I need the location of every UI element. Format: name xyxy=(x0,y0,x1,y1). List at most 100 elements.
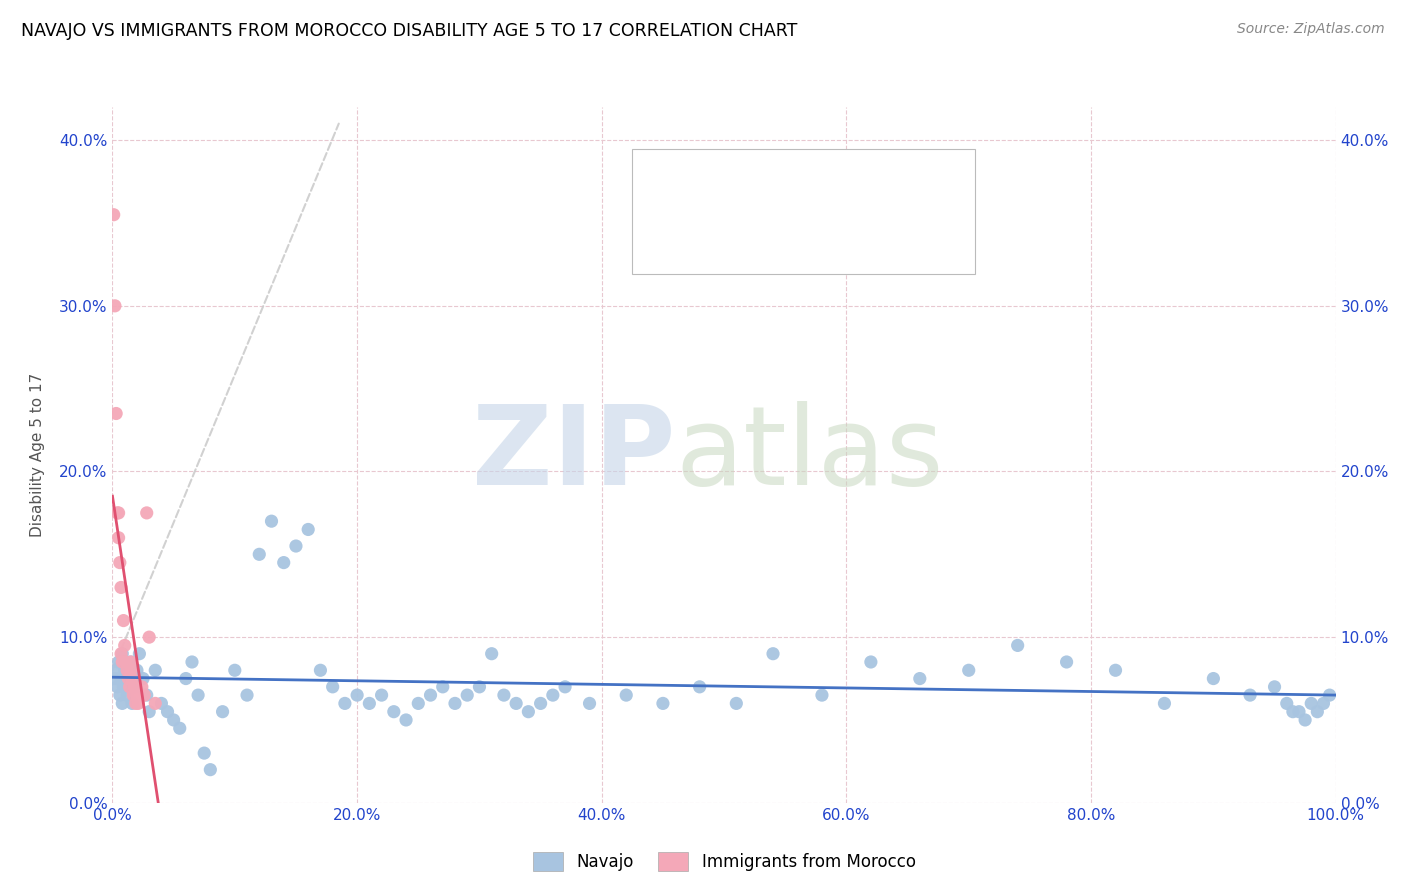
Point xyxy=(260,514,283,528)
Point xyxy=(200,763,222,777)
Point xyxy=(105,680,128,694)
Point xyxy=(103,208,125,222)
Point xyxy=(456,688,478,702)
Point xyxy=(859,655,882,669)
Legend: Navajo, Immigrants from Morocco: Navajo, Immigrants from Morocco xyxy=(526,846,922,878)
Point xyxy=(1275,697,1298,711)
Point xyxy=(135,506,157,520)
Point xyxy=(115,688,138,702)
Point xyxy=(143,697,166,711)
Point xyxy=(1294,713,1316,727)
Point xyxy=(120,655,142,669)
Point xyxy=(247,547,270,561)
Point xyxy=(811,688,834,702)
Point xyxy=(1202,672,1225,686)
Point xyxy=(236,688,259,702)
Text: 0.324: 0.324 xyxy=(765,233,817,251)
Text: Source: ZipAtlas.com: Source: ZipAtlas.com xyxy=(1237,22,1385,37)
Point xyxy=(105,506,128,520)
Text: NAVAJO VS IMMIGRANTS FROM MOROCCO DISABILITY AGE 5 TO 17 CORRELATION CHART: NAVAJO VS IMMIGRANTS FROM MOROCCO DISABI… xyxy=(21,22,797,40)
Point xyxy=(125,697,148,711)
Point xyxy=(121,672,143,686)
Point xyxy=(174,672,197,686)
Point xyxy=(163,713,186,727)
Point xyxy=(309,663,332,677)
Point xyxy=(1282,705,1305,719)
Point xyxy=(346,688,368,702)
Point xyxy=(111,647,134,661)
Point xyxy=(135,688,157,702)
Point xyxy=(111,697,134,711)
FancyBboxPatch shape xyxy=(551,145,794,241)
Point xyxy=(725,697,748,711)
Text: N =: N = xyxy=(856,183,893,201)
Point xyxy=(110,581,132,595)
Point xyxy=(408,697,430,711)
Point xyxy=(481,647,503,661)
Point xyxy=(322,680,344,694)
Point xyxy=(104,299,127,313)
Point xyxy=(138,630,160,644)
Point xyxy=(297,523,319,537)
Point xyxy=(193,746,215,760)
Point xyxy=(187,688,209,702)
Point xyxy=(1007,639,1029,653)
Point xyxy=(1288,705,1310,719)
Point xyxy=(284,539,308,553)
Point xyxy=(118,680,141,694)
Point xyxy=(138,705,160,719)
Point xyxy=(1306,705,1329,719)
Text: ZIP: ZIP xyxy=(472,401,675,508)
Point xyxy=(120,655,142,669)
Point xyxy=(382,705,405,719)
FancyBboxPatch shape xyxy=(551,195,794,291)
Point xyxy=(107,655,129,669)
Point xyxy=(115,655,138,669)
Point xyxy=(115,663,138,677)
Point xyxy=(107,531,129,545)
Point xyxy=(132,672,155,686)
Point xyxy=(529,697,551,711)
Point xyxy=(104,672,127,686)
Point xyxy=(127,697,149,711)
Point xyxy=(578,697,600,711)
Point xyxy=(1104,663,1126,677)
Point xyxy=(156,705,179,719)
Point xyxy=(1056,655,1078,669)
Point xyxy=(492,688,515,702)
Point xyxy=(125,663,148,677)
Point xyxy=(150,697,173,711)
Point xyxy=(444,697,467,711)
Point xyxy=(125,688,148,702)
Point xyxy=(107,506,129,520)
Point xyxy=(224,663,246,677)
Point xyxy=(112,680,135,694)
Point xyxy=(143,663,166,677)
Point xyxy=(395,713,418,727)
Point xyxy=(333,697,356,711)
Point xyxy=(124,680,146,694)
Point xyxy=(554,680,576,694)
Point xyxy=(120,663,142,677)
Text: R =: R = xyxy=(711,233,748,251)
Point xyxy=(128,647,150,661)
Point xyxy=(134,688,156,702)
Point xyxy=(108,688,131,702)
Point xyxy=(1301,697,1323,711)
Point xyxy=(105,663,128,677)
Point xyxy=(505,697,527,711)
Text: -0.258: -0.258 xyxy=(765,183,824,201)
Point xyxy=(1239,688,1261,702)
Point xyxy=(117,672,139,686)
Point xyxy=(114,639,136,653)
Point xyxy=(169,721,191,735)
Point xyxy=(370,688,392,702)
Point xyxy=(1319,688,1341,702)
Point xyxy=(181,655,204,669)
Point xyxy=(122,688,145,702)
Text: 87: 87 xyxy=(908,183,932,201)
Point xyxy=(108,556,131,570)
Point xyxy=(128,688,150,702)
Point xyxy=(121,697,143,711)
Point xyxy=(111,655,134,669)
